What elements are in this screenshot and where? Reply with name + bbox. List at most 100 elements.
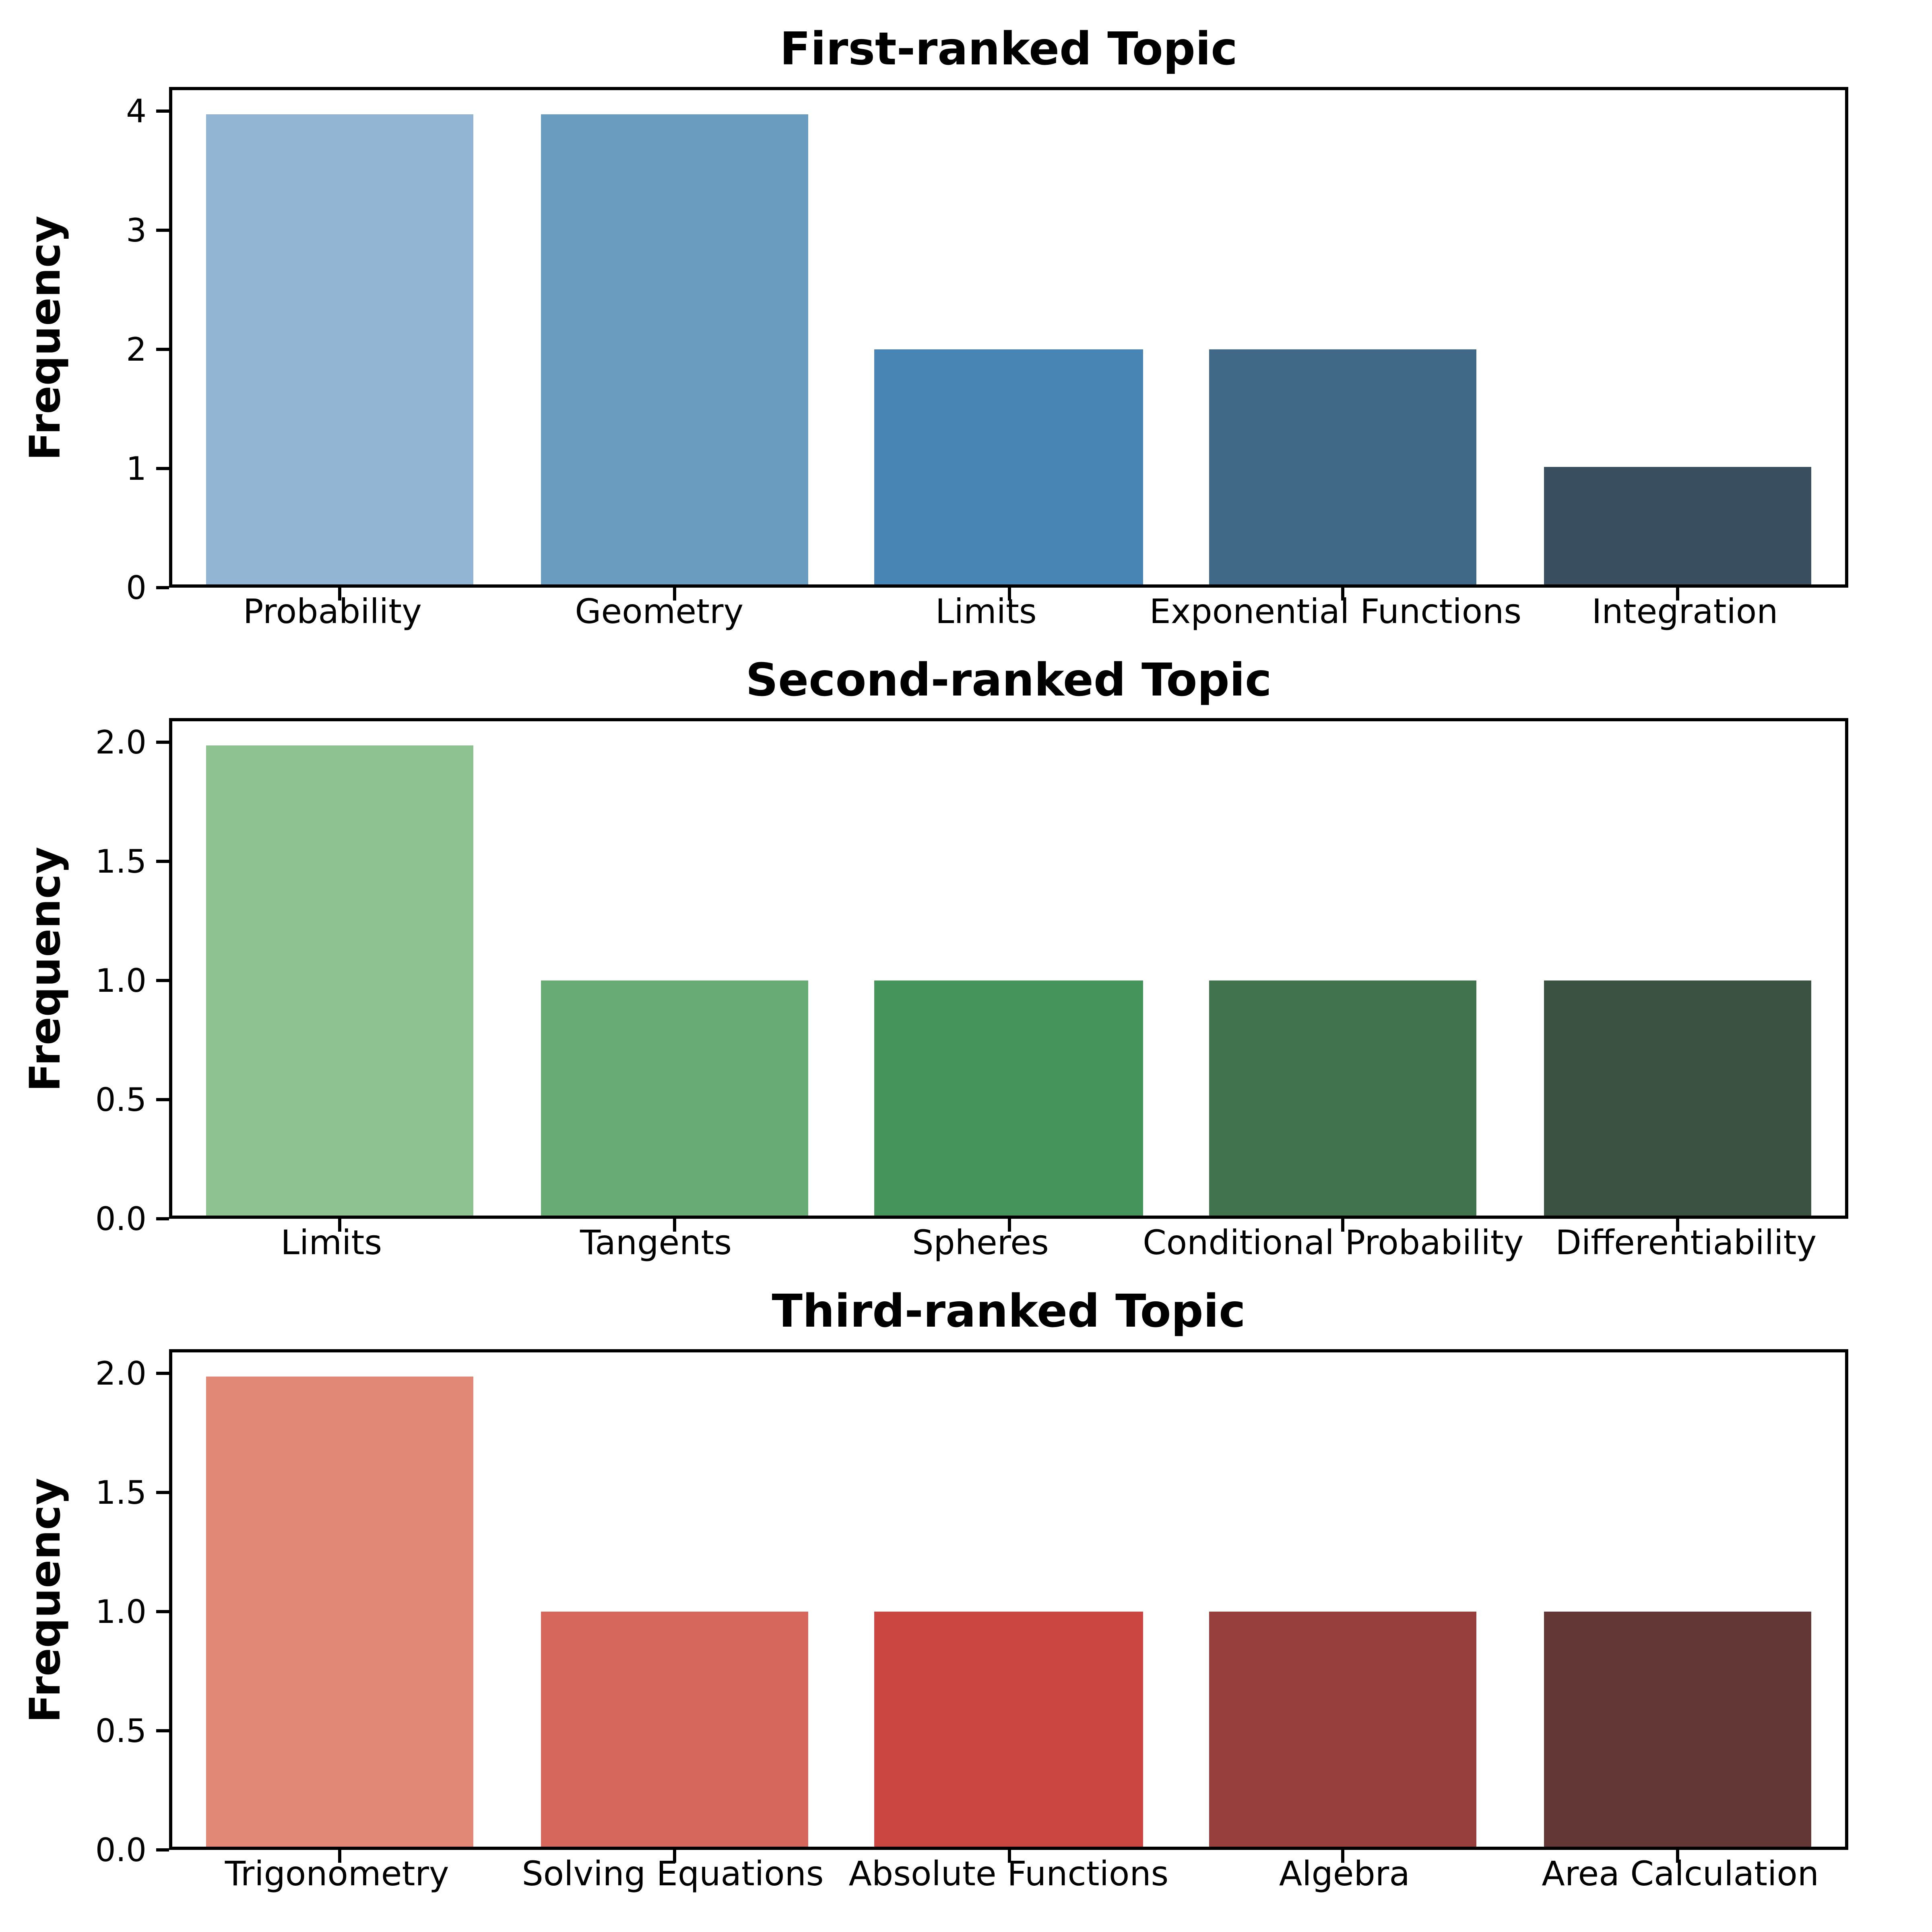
- bar-spheres: [875, 980, 1143, 1216]
- bar-slot: [1176, 1352, 1511, 1847]
- y-tick-mark: [156, 586, 169, 589]
- bar-slot: [507, 1352, 841, 1847]
- y-tick-label: 2.0: [95, 722, 147, 762]
- y-tick-label: 4: [126, 91, 147, 130]
- bar-absolute-functions: [875, 1611, 1143, 1847]
- x-tick-mark: [1007, 588, 1010, 601]
- y-axis-ticks: 0.0 0.5 1.0 1.5 2.0: [92, 1349, 169, 1866]
- x-tick-mark: [1342, 588, 1345, 601]
- y-tick-label: 1: [126, 449, 147, 488]
- y-tick-mark: [156, 1098, 169, 1101]
- x-tick-label: Exponential Functions: [1149, 592, 1522, 631]
- y-tick-label: 2: [126, 330, 147, 369]
- bar-probability: [206, 114, 473, 584]
- bar-slot: [172, 721, 507, 1216]
- panel-third-ranked: Third-ranked Topic Frequency 0.0 0.5 1.0 1.…: [0, 1275, 1932, 1906]
- y-axis-label-column: Frequency: [0, 87, 92, 588]
- bar-slot: [1511, 721, 1845, 1216]
- bar-area-calculation: [1544, 1611, 1812, 1847]
- x-tick-mark: [1676, 588, 1680, 601]
- y-tick-label: 1.0: [95, 961, 147, 1000]
- y-tick-mark: [156, 1217, 169, 1220]
- y-tick-mark: [156, 1490, 169, 1494]
- bar-slot: [507, 721, 841, 1216]
- y-tick-label: 0: [126, 568, 147, 607]
- panel-second-ranked: Second-ranked Topic Frequency 0.0 0.5 1.0 1…: [0, 644, 1932, 1275]
- x-tick-mark: [1342, 1219, 1345, 1232]
- y-axis-ticks: 0.0 0.5 1.0 1.5 2.0: [92, 718, 169, 1235]
- bar-limits: [875, 349, 1143, 584]
- y-tick-mark: [156, 109, 169, 113]
- bar-slot: [1176, 90, 1511, 584]
- x-tick-label: Integration: [1591, 592, 1778, 631]
- bar-solving-equations: [540, 1611, 808, 1847]
- y-tick-label: 0.5: [95, 1711, 147, 1750]
- bar-slot: [1511, 90, 1845, 584]
- bar-trigonometry: [206, 1376, 473, 1847]
- x-tick-label: Tangents: [580, 1224, 732, 1262]
- y-axis-label: Frequency: [22, 846, 70, 1091]
- bar-slot: [1511, 1352, 1845, 1847]
- x-tick-mark: [672, 588, 676, 601]
- x-tick-mark: [672, 1219, 676, 1232]
- x-tick-mark: [1342, 1850, 1345, 1863]
- bar-limits: [206, 745, 473, 1216]
- x-tick-mark: [338, 1219, 341, 1232]
- plot-area: [169, 87, 1848, 601]
- panel-first-ranked: First-ranked Topic Frequency 0 1 2 3 4 Proba…: [0, 13, 1932, 644]
- bar-slot: [507, 90, 841, 584]
- y-axis-label: Frequency: [22, 1477, 70, 1722]
- y-tick-mark: [156, 347, 169, 351]
- y-tick-mark: [156, 859, 169, 863]
- bar-geometry: [540, 114, 808, 584]
- x-tick-label: Area Calculation: [1542, 1855, 1819, 1893]
- x-axis-labels: Probability Geometry Limits Exponential Fun…: [169, 588, 1848, 644]
- x-tick-label: Geometry: [575, 592, 744, 631]
- panel-title: Second-ranked Topic: [745, 654, 1272, 707]
- bar-conditional-probability: [1209, 980, 1477, 1216]
- y-axis-ticks: 0 1 2 3 4: [92, 87, 169, 604]
- x-tick-mark: [1676, 1850, 1680, 1863]
- y-tick-label: 0.5: [95, 1080, 147, 1119]
- bar-slot: [841, 721, 1176, 1216]
- bar-tangents: [540, 980, 808, 1216]
- y-tick-mark: [156, 1610, 169, 1613]
- x-axis-labels: Limits Tangents Spheres Conditional Probabi…: [169, 1219, 1848, 1275]
- bar-slots: [172, 721, 1845, 1216]
- x-tick-label: Probability: [243, 592, 422, 631]
- x-tick-label: Conditional Probability: [1143, 1224, 1524, 1262]
- chart-row: Frequency 0 1 2 3 4: [0, 87, 1848, 604]
- plot-area: [169, 718, 1848, 1232]
- y-tick-mark: [156, 978, 169, 982]
- y-tick-label: 1.0: [95, 1592, 147, 1631]
- x-tick-label: Differentiability: [1555, 1224, 1817, 1262]
- bar-slots: [172, 1352, 1845, 1847]
- bar-slot: [841, 1352, 1176, 1847]
- x-tick-mark: [1007, 1219, 1010, 1232]
- x-tick-mark: [338, 1850, 341, 1863]
- chart-row: Frequency 0.0 0.5 1.0 1.5 2.0: [0, 1349, 1848, 1866]
- y-tick-mark: [156, 1371, 169, 1375]
- y-tick-label: 1.5: [95, 842, 147, 881]
- x-tick-mark: [1676, 1219, 1680, 1232]
- y-tick-label: 0.0: [95, 1199, 147, 1238]
- bar-slot: [841, 90, 1176, 584]
- plot-area: [169, 1349, 1848, 1863]
- x-axis-labels: Trigonometry Solving Equations Absolute Fu…: [169, 1850, 1848, 1906]
- x-tick-label: Spheres: [912, 1224, 1049, 1262]
- y-tick-label: 1.5: [95, 1473, 147, 1512]
- bar-slot: [172, 90, 507, 584]
- bar-integration: [1544, 466, 1812, 584]
- y-tick-label: 3: [126, 211, 147, 250]
- y-axis-label: Frequency: [22, 215, 70, 460]
- bar-exponential-functions: [1209, 349, 1477, 584]
- panel-title: First-ranked Topic: [780, 23, 1238, 76]
- y-tick-mark: [156, 228, 169, 232]
- x-tick-label: Limits: [935, 592, 1037, 631]
- chart-row: Frequency 0.0 0.5 1.0 1.5 2.0: [0, 718, 1848, 1235]
- y-axis-label-column: Frequency: [0, 1349, 92, 1850]
- y-tick-label: 2.0: [95, 1354, 147, 1393]
- y-tick-mark: [156, 740, 169, 744]
